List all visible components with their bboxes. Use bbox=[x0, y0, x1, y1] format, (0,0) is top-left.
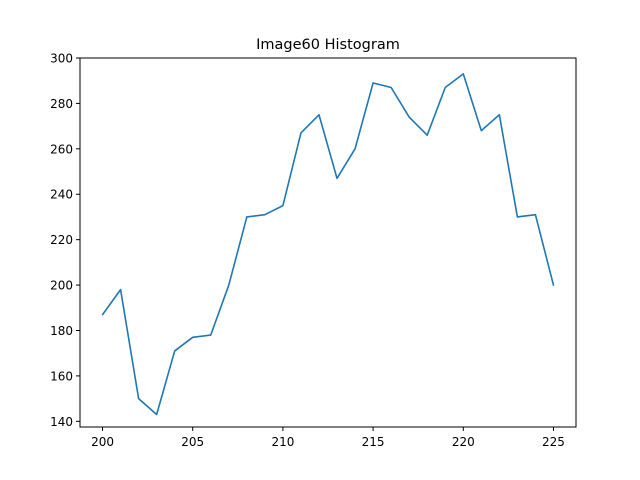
y-tick-label: 300 bbox=[50, 52, 73, 66]
y-tick-label: 280 bbox=[50, 97, 73, 111]
y-tick-label: 200 bbox=[50, 279, 73, 293]
x-tick-label: 225 bbox=[542, 435, 565, 449]
y-tick-label: 140 bbox=[50, 415, 73, 429]
series-line bbox=[101, 73, 555, 416]
x-tick-label: 200 bbox=[91, 435, 114, 449]
y-tick-label: 260 bbox=[50, 142, 73, 156]
x-tick-label: 220 bbox=[452, 435, 475, 449]
plot-area: 200 205 210 215 220 225 140 160 180 200 220 240 260… bbox=[50, 52, 577, 449]
x-tick-label: 205 bbox=[181, 435, 204, 449]
chart-title: Image60 Histogram bbox=[256, 37, 400, 53]
y-tick-label: 160 bbox=[50, 369, 73, 383]
y-tick-label: 220 bbox=[50, 233, 73, 247]
x-axis: 200 205 210 215 220 225 bbox=[91, 427, 565, 449]
y-axis: 140 160 180 200 220 240 260 280 300 bbox=[50, 52, 80, 429]
x-tick-label: 210 bbox=[271, 435, 294, 449]
x-tick-label: 215 bbox=[362, 435, 385, 449]
axes-frame bbox=[79, 57, 577, 428]
series-layer bbox=[101, 73, 555, 416]
y-tick-label: 180 bbox=[50, 324, 73, 338]
y-tick-label: 240 bbox=[50, 188, 73, 202]
